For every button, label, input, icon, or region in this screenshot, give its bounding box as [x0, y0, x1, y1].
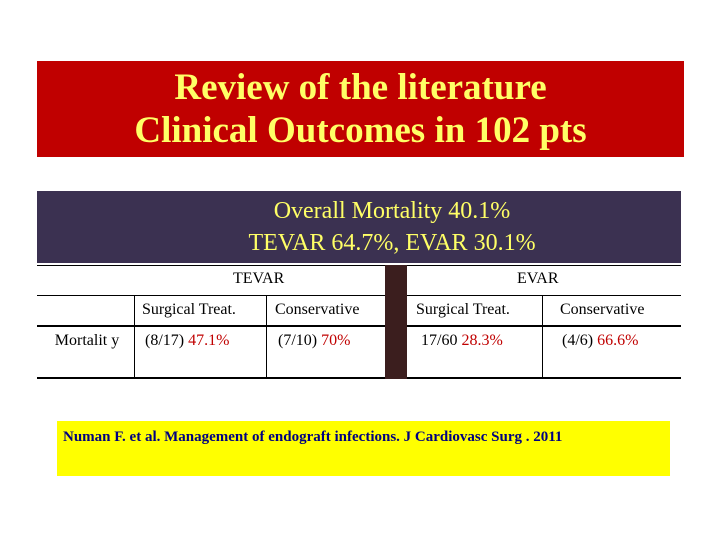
mortality-banner: Overall Mortality 40.1% TEVAR 64.7%, EVA… [37, 191, 681, 263]
subheader-rule [37, 325, 681, 327]
reference-citation: Numan F. et al. Management of endograft … [57, 421, 670, 476]
group-header-evar: EVAR [517, 270, 559, 287]
table-cell: (7/10) 70% [278, 332, 350, 350]
label-column-rule [134, 296, 135, 378]
table-cell: 17/60 28.3% [421, 332, 503, 350]
overall-mortality-text: Overall Mortality 40.1% [273, 198, 511, 224]
cell-count: (8/17) [145, 332, 185, 349]
subheader-evar-conservative: Conservative [560, 301, 645, 318]
group-header-rule [37, 295, 681, 296]
cell-count: 17/60 [421, 332, 458, 349]
title-line-2: Clinical Outcomes in 102 pts [134, 110, 587, 151]
title-line-1: Review of the literature [174, 67, 547, 108]
cell-percent: 47.1% [188, 332, 230, 349]
group-divider-bar [385, 265, 407, 379]
cell-percent: 70% [321, 332, 351, 349]
tevar-split-rule [266, 296, 267, 378]
subheader-evar-surgical: Surgical Treat. [416, 301, 510, 318]
table-cell: (4/6) 66.6% [562, 332, 638, 350]
table-top-rule [37, 265, 681, 266]
title-banner: Review of the literature Clinical Outcom… [37, 61, 684, 157]
group-header-tevar: TEVAR [233, 270, 285, 287]
subheader-tevar-surgical: Surgical Treat. [142, 301, 236, 318]
outcomes-table: TEVAR EVAR Surgical Treat. Conservative … [37, 264, 681, 380]
table-bottom-rule [37, 377, 681, 379]
evar-split-rule [542, 296, 543, 378]
cell-percent: 28.3% [461, 332, 503, 349]
cell-count: (4/6) [562, 332, 594, 349]
tevar-evar-mortality-text: TEVAR 64.7%, EVAR 30.1% [248, 230, 536, 256]
subheader-tevar-conservative: Conservative [275, 301, 360, 318]
cell-count: (7/10) [278, 332, 318, 349]
row-label-mortality: Mortalit y [54, 332, 120, 349]
cell-percent: 66.6% [597, 332, 639, 349]
table-cell: (8/17) 47.1% [145, 332, 229, 350]
